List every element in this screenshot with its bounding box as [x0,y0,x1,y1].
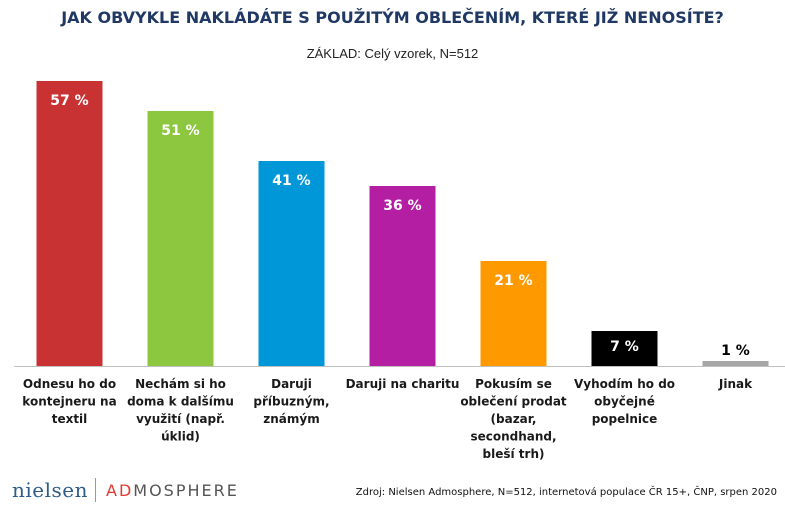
category-label-0-1: kontejneru na [22,395,116,409]
bar-value-label-2: 41 % [272,173,310,189]
category-label-2-0: Daruji [271,377,312,391]
bar-4 [480,261,547,366]
category-label-5-0: Vyhodím ho do [574,377,675,391]
category-label-1-3: úklid) [161,430,200,444]
category-label-2-2: známým [263,412,319,426]
category-label-4-2: (bazar, [491,412,537,426]
chart-title: JAK OBVYKLE NAKLÁDÁTE S POUŽITÝM OBLEČEN… [61,8,724,27]
nielsen-logo: nielsen [12,478,88,502]
logo-separator [95,478,96,502]
admosphere-logo-accent: AD [106,481,134,500]
bar-5 [591,331,658,366]
category-label-0-2: textil [52,412,88,426]
category-label-6-0: Jinak [718,377,753,391]
bar-value-label-1: 51 % [161,123,199,139]
chart-subtitle: ZÁKLAD: Celý vzorek, N=512 [306,46,479,61]
category-label-4-0: Pokusím se [475,377,552,391]
category-label-5-1: obyčejné [594,395,655,409]
category-label-4-1: oblečení prodat [460,395,567,409]
bar-6 [702,361,769,366]
bar-value-label-4: 21 % [494,273,532,289]
admosphere-logo: ADMOSPHERE [106,481,239,500]
bar-chart: 57 % Odnesu ho do kontejneru na textil 51 % N… [14,81,785,461]
category-label-4-3: secondhand, [470,430,556,444]
category-label-2-1: příbuzným, [253,395,329,409]
bar-value-label-5: 7 % [610,339,639,355]
bar-3 [369,186,436,366]
bar-0 [36,81,103,366]
category-label-4-4: bleší trh) [483,447,545,461]
bar-2 [258,161,325,366]
bar-1 [147,111,214,366]
admosphere-logo-rest: MOSPHERE [133,481,239,500]
category-label-1-1: doma k dalšímu [127,395,234,409]
category-label-0-0: Odnesu ho do [23,377,116,391]
category-label-1-0: Nechám si ho [135,377,226,391]
bar-value-label-6: 1 % [721,343,750,359]
bar-value-label-0: 57 % [50,93,88,109]
category-label-1-2: využití (např. [136,412,225,426]
source-note: Zdroj: Nielsen Admosphere, N=512, intern… [355,487,777,498]
category-label-5-2: popelnice [592,412,658,426]
bar-value-label-3: 36 % [383,198,421,214]
category-label-3-0: Daruji na charitu [346,377,460,391]
